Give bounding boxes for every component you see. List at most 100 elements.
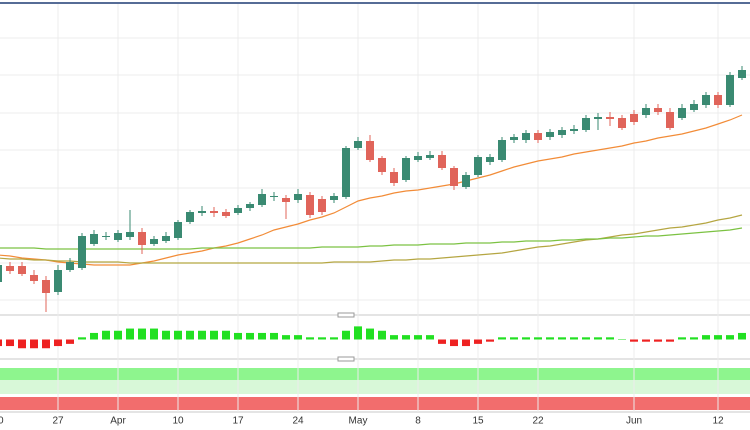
histogram-bar: [102, 330, 110, 340]
candle-body: [90, 234, 98, 244]
candle-body: [738, 70, 746, 78]
candle-body: [666, 112, 674, 128]
histogram-bar: [54, 339, 62, 347]
histogram-bar: [678, 337, 686, 340]
candle-body: [690, 104, 698, 110]
oscillator-band-mid: [0, 380, 750, 394]
x-tick-label: 15: [472, 416, 484, 427]
histogram-bar: [558, 337, 566, 340]
candle-body: [462, 175, 470, 187]
candle-body: [198, 211, 206, 213]
x-tick-label: 12: [712, 416, 724, 427]
histogram-bar: [150, 328, 158, 340]
candle-body: [174, 222, 182, 238]
candle-body: [114, 233, 122, 240]
histogram-bar: [258, 332, 266, 340]
candle-body: [378, 158, 386, 172]
histogram-bar: [714, 335, 722, 340]
candle-body: [234, 208, 242, 213]
histogram-bar: [114, 330, 122, 340]
candle-body: [474, 157, 482, 175]
panel-handle[interactable]: [337, 312, 355, 318]
candle-body: [618, 118, 626, 128]
histogram-bar: [246, 332, 254, 340]
candle-body: [630, 114, 638, 122]
histogram-bar: [738, 332, 746, 340]
candle-body: [498, 140, 506, 160]
histogram-bar: [390, 335, 398, 340]
candle-body: [270, 196, 278, 197]
candle-body: [450, 168, 458, 186]
histogram-bar: [426, 335, 434, 340]
candle-body: [18, 266, 26, 274]
x-tick-label: 10: [172, 416, 184, 427]
candle-body: [330, 196, 338, 200]
histogram-bar: [606, 337, 614, 340]
candle-body: [66, 262, 74, 270]
candle-body: [210, 211, 218, 213]
panel-handle[interactable]: [337, 356, 355, 362]
x-tick-label: 17: [232, 416, 244, 427]
candle-body: [558, 130, 566, 135]
histogram-bar: [174, 330, 182, 340]
candle-body: [486, 157, 494, 162]
histogram-bar: [582, 337, 590, 340]
candle-body: [642, 108, 650, 115]
histogram-bar: [42, 339, 50, 349]
histogram-bar: [702, 335, 710, 340]
candle-body: [354, 141, 362, 148]
candle-body: [582, 118, 590, 130]
candle-body: [678, 108, 686, 118]
histogram-bar: [342, 330, 350, 340]
histogram-bar: [498, 337, 506, 340]
x-tick-label: 27: [52, 416, 64, 427]
histogram-bar: [618, 339, 626, 340]
candle-body: [30, 275, 38, 281]
candle-body: [654, 108, 662, 112]
histogram-bar: [666, 339, 674, 342]
histogram-bar: [330, 337, 338, 340]
histogram-bar: [282, 335, 290, 340]
histogram-bar: [642, 339, 650, 342]
candle-body: [534, 133, 542, 140]
histogram-bar: [534, 337, 542, 340]
candle-body: [258, 194, 266, 205]
histogram-bar: [318, 337, 326, 340]
candle-body: [138, 232, 146, 245]
candle-body: [594, 117, 602, 119]
histogram-bar: [18, 339, 26, 349]
histogram-bar: [510, 337, 518, 340]
candle-body: [126, 232, 134, 237]
histogram-bar: [126, 328, 134, 340]
histogram-bar: [378, 330, 386, 340]
histogram-bar: [654, 339, 662, 342]
histogram-bar: [90, 332, 98, 340]
candle-body: [414, 156, 422, 160]
histogram-bar: [270, 332, 278, 340]
histogram-bar: [354, 326, 362, 340]
histogram-bar: [198, 330, 206, 340]
histogram-bar: [486, 339, 494, 342]
histogram-bar: [450, 339, 458, 347]
histogram-bar: [690, 337, 698, 340]
x-tick-label: Jun: [626, 416, 642, 427]
x-tick-label: Apr: [110, 416, 126, 427]
candle-body: [510, 137, 518, 140]
histogram-bar: [294, 335, 302, 340]
histogram-bar: [630, 339, 638, 342]
candle-body: [402, 158, 410, 180]
candle-body: [42, 280, 50, 293]
histogram-bar: [30, 339, 38, 349]
candle-body: [78, 236, 86, 268]
oscillator-band-lower: [0, 397, 750, 410]
histogram-bar: [78, 337, 86, 340]
candle-body: [438, 155, 446, 168]
candle-body: [150, 239, 158, 244]
histogram-bar: [162, 330, 170, 340]
histogram-bar: [438, 339, 446, 344]
candle-body: [294, 194, 302, 200]
histogram-bar: [186, 330, 194, 340]
candle-body: [102, 236, 110, 237]
histogram-bar: [462, 339, 470, 347]
